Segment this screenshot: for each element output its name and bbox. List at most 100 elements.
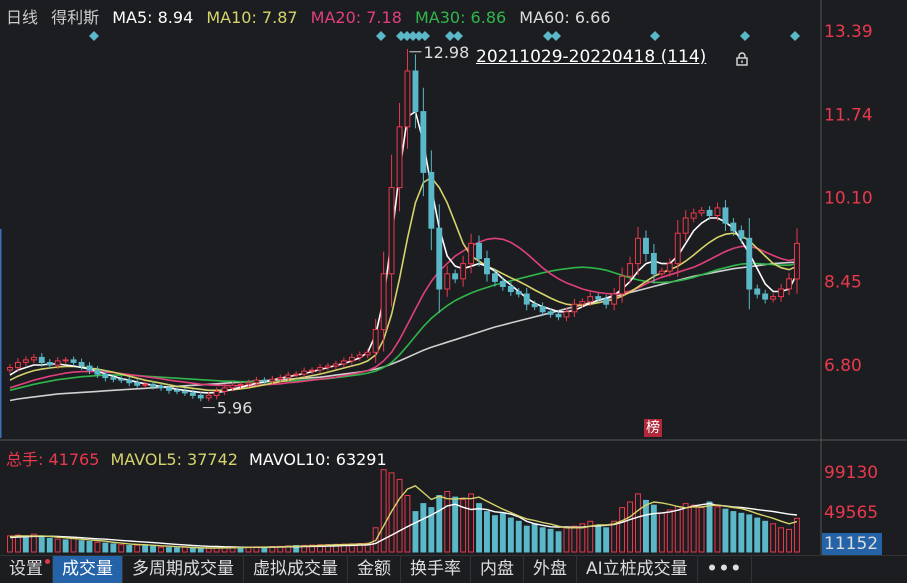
candle-body: [221, 387, 228, 392]
candle-body: [658, 270, 665, 275]
candle-body: [762, 293, 769, 300]
candle-body: [158, 385, 165, 389]
event-marker: [89, 31, 99, 41]
event-marker: [414, 31, 424, 41]
ma10-legend: MA10: 7.87: [206, 8, 298, 27]
ma20-legend: MA20: 7.18: [310, 8, 402, 27]
volume-bar: [714, 506, 721, 553]
tab-outer[interactable]: 外盘: [524, 556, 577, 583]
volume-bar: [539, 527, 546, 553]
candle-body: [340, 360, 347, 365]
candle-body: [730, 222, 737, 232]
ma60-legend: MA60: 6.66: [519, 8, 611, 27]
candle-body: [372, 329, 379, 353]
volume-bar: [404, 495, 411, 553]
volume-ma-lines: [9, 484, 798, 549]
volume-bar: [666, 509, 673, 553]
tab-virtual-volume[interactable]: 虚拟成交量: [244, 556, 348, 583]
volume-bar: [523, 525, 530, 553]
volume-bar: [476, 503, 483, 553]
candle-body: [436, 227, 443, 290]
tab-turnover[interactable]: 换手率: [401, 556, 471, 583]
mavol5-legend: MAVOL5: 37742: [110, 450, 238, 469]
candle-body: [531, 303, 538, 308]
more-button[interactable]: •••: [698, 556, 753, 583]
volume-bar: [309, 544, 316, 553]
volume-bar: [547, 528, 554, 553]
period-label[interactable]: 日线: [6, 8, 39, 27]
lock-icon[interactable]: [735, 52, 749, 66]
candle-body: [412, 70, 419, 112]
candle-body: [38, 356, 45, 363]
candle-body: [666, 263, 673, 272]
candle-body: [770, 296, 777, 300]
mavol5-line: [9, 484, 798, 549]
candle-body: [650, 253, 657, 275]
volume-bar: [603, 527, 610, 553]
volume-bar: [428, 507, 435, 553]
candle-body: [714, 207, 721, 216]
tab-multi-period-volume[interactable]: 多周期成交量: [123, 556, 244, 583]
candle-body: [643, 237, 649, 255]
candle-body: [333, 363, 339, 367]
volume-bar: [420, 503, 427, 553]
candle-body: [70, 359, 77, 363]
candle-body: [706, 209, 713, 216]
range-label[interactable]: 20211029-20220418 (114): [476, 47, 707, 67]
price-tick-label: 8.45: [824, 272, 862, 292]
volume-bar: [738, 512, 745, 553]
candle-body: [460, 263, 467, 280]
volume-tick-label: 49565: [824, 503, 878, 523]
candle-body: [269, 378, 276, 382]
candle-body: [7, 367, 13, 371]
candle-body: [325, 365, 331, 368]
tab-amount[interactable]: 金额: [348, 556, 401, 583]
volume-bar: [635, 493, 641, 553]
volume-bar: [484, 511, 490, 553]
volume-bar: [412, 511, 419, 553]
tab-settings[interactable]: 设置: [0, 556, 53, 583]
candle-body: [428, 171, 435, 229]
price-candles: [7, 48, 800, 402]
tab-volume-label: 成交量: [62, 559, 113, 579]
candle-body: [396, 126, 403, 189]
candle-body: [722, 207, 729, 224]
volume-bar: [499, 512, 506, 553]
tab-volume[interactable]: 成交量: [53, 556, 123, 583]
candle-body: [110, 377, 117, 380]
candle-body: [388, 187, 395, 275]
candle-body: [78, 362, 85, 367]
candle-body: [507, 285, 514, 292]
candle-body: [492, 273, 498, 282]
candle-body: [738, 230, 745, 239]
candle-body: [420, 111, 427, 173]
volume-y-axis: 99130 49565 11152: [822, 463, 882, 555]
tab-inner[interactable]: 内盘: [471, 556, 524, 583]
candle-body: [611, 293, 618, 305]
candle-body: [237, 383, 244, 386]
tab-ai-volume[interactable]: AI立桩成交量: [577, 556, 698, 583]
candle-body: [213, 390, 220, 396]
event-marker: [790, 31, 800, 41]
volume-bar: [730, 511, 737, 553]
volume-bar: [658, 512, 665, 553]
volume-tick-label: 11152: [824, 534, 878, 554]
volume-bar: [468, 493, 475, 553]
volume-bar: [62, 539, 69, 553]
tab-settings-label: 设置: [9, 559, 43, 579]
volume-tick-label: 99130: [824, 463, 878, 483]
event-marker: [396, 31, 406, 41]
candle-body: [205, 394, 212, 399]
volume-bar: [30, 533, 37, 553]
candle-body: [229, 384, 236, 389]
candle-body: [515, 291, 522, 295]
volume-bar: [571, 525, 578, 553]
candle-body: [245, 382, 252, 385]
price-tick-label: 10.10: [824, 189, 873, 209]
event-marker: [551, 31, 561, 41]
ranking-badge[interactable]: 榜: [644, 419, 662, 437]
volume-bar: [158, 546, 165, 553]
tab-multi-period-volume-label: 多周期成交量: [132, 559, 234, 579]
event-marker: [402, 31, 412, 41]
